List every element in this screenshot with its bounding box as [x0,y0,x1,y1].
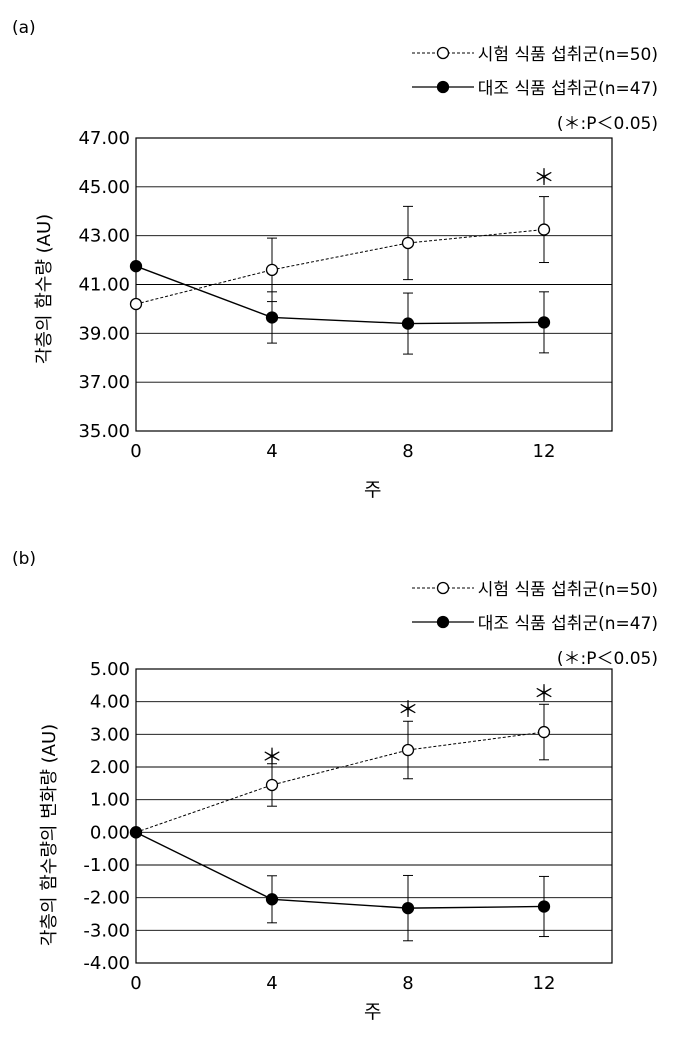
x-tick-label-b: 8 [402,973,413,994]
y-tick-label-a: 47.00 [78,128,130,149]
legend-item-test-a: 시험 식품 섭취군(n=50) [411,40,658,65]
y-tick-label-b: 4.00 [90,692,130,713]
data-point-test-a [129,297,143,311]
significance-asterisk-b: ＊ [261,746,283,771]
legend-marker-open-circle-icon [411,46,474,59]
x-axis-label-b: 주 [364,1001,382,1023]
y-tick-label-b: 3.00 [90,724,130,745]
data-point-control-b [129,826,143,839]
chart-panel-b: (b) 시험 식품 섭취군(n=50) 대조 식품 섭취군(n=47) (＊:P… [0,519,680,1038]
legend-label-control: 대조 식품 섭취군(n=47) [477,614,658,634]
data-point-test-a [265,263,279,277]
panel-label-b: (b) [12,549,37,569]
y-tick-label-a: 41.00 [78,275,130,296]
data-point-test-a [401,236,415,250]
chart-panel-a: (a) 시험 식품 섭취군(n=50) 대조 식품 섭취군(n=47) (＊:P… [12,18,658,501]
significance-asterisk-b: ＊ [397,698,419,723]
significance-note-a: (＊:P＜0.05) [556,114,658,134]
y-tick-label-b: 1.00 [90,790,130,811]
y-tick-label-a: 45.00 [78,177,130,198]
legend-label-test: 시험 식품 섭취군(n=50) [477,45,658,65]
x-tick-label-a: 0 [130,441,141,462]
data-point-control-b [537,900,551,913]
significance-asterisk-a: ＊ [533,166,555,191]
legend-marker-filled-circle-icon [411,615,474,628]
legend-item-control-b: 대조 식품 섭취군(n=47) [411,609,658,634]
legend-label-control: 대조 식품 섭취군(n=47) [477,79,658,99]
x-axis-label-a: 주 [364,479,382,501]
y-tick-label-a: 43.00 [78,226,130,247]
legend-marker-open-circle-icon [411,581,474,594]
y-tick-label-b: -2.00 [83,888,130,909]
plot-frame-b [135,668,613,964]
data-point-control-a [401,317,415,330]
y-tick-label-b: 2.00 [90,757,130,778]
data-point-test-b [265,778,279,792]
data-point-test-b [401,743,415,757]
data-point-test-a [537,223,551,236]
y-tick-label-a: 35.00 [78,421,130,442]
data-point-test-b [537,725,551,739]
data-point-test-b [129,826,143,839]
legend-marker-filled-circle-icon [411,80,474,93]
y-tick-label-a: 37.00 [78,372,130,393]
legend-item-test-b: 시험 식품 섭취군(n=50) [411,575,658,600]
x-tick-label-b: 0 [130,973,141,994]
legend-b: 시험 식품 섭취군(n=50) 대조 식품 섭취군(n=47) (＊:P＜0.0… [328,575,658,670]
plot-frame-a [135,137,613,432]
y-tick-label-b: -3.00 [83,920,130,941]
y-tick-label-b: 0.00 [90,822,130,843]
data-point-control-a [537,316,551,329]
legend-a: 시험 식품 섭취군(n=50) 대조 식품 섭취군(n=47) (＊:P＜0.0… [328,40,658,135]
series-line-control-b [135,831,545,909]
y-tick-label-b: -1.00 [83,855,130,876]
data-point-control-b [401,901,415,915]
legend-item-control-a: 대조 식품 섭취군(n=47) [411,74,658,99]
data-point-control-a [265,311,279,324]
y-tick-label-a: 39.00 [78,323,130,344]
x-tick-label-a: 8 [402,441,413,462]
panel-label-a: (a) [12,18,36,38]
x-tick-label-a: 4 [266,441,277,462]
y-tick-label-b: -4.00 [83,953,130,974]
x-tick-label-b: 4 [266,973,277,994]
series-line-control-a [135,265,545,325]
x-tick-label-b: 12 [533,973,556,994]
x-tick-label-a: 12 [533,441,556,462]
series-line-test-b [135,731,545,833]
data-point-control-b [265,893,279,906]
series-line-test-a [135,229,545,305]
significance-note-b: (＊:P＜0.05) [556,649,658,669]
y-tick-label-b: 5.00 [90,659,130,680]
data-point-control-a [129,260,143,273]
significance-asterisk-b: ＊ [533,682,555,707]
y-axis-label-b: 각층의 함수량의 변화량 (AU) [39,723,60,947]
legend-label-test: 시험 식품 섭취군(n=50) [477,580,658,600]
y-axis-label-a: 각층의 함수량 (AU) [34,213,55,365]
